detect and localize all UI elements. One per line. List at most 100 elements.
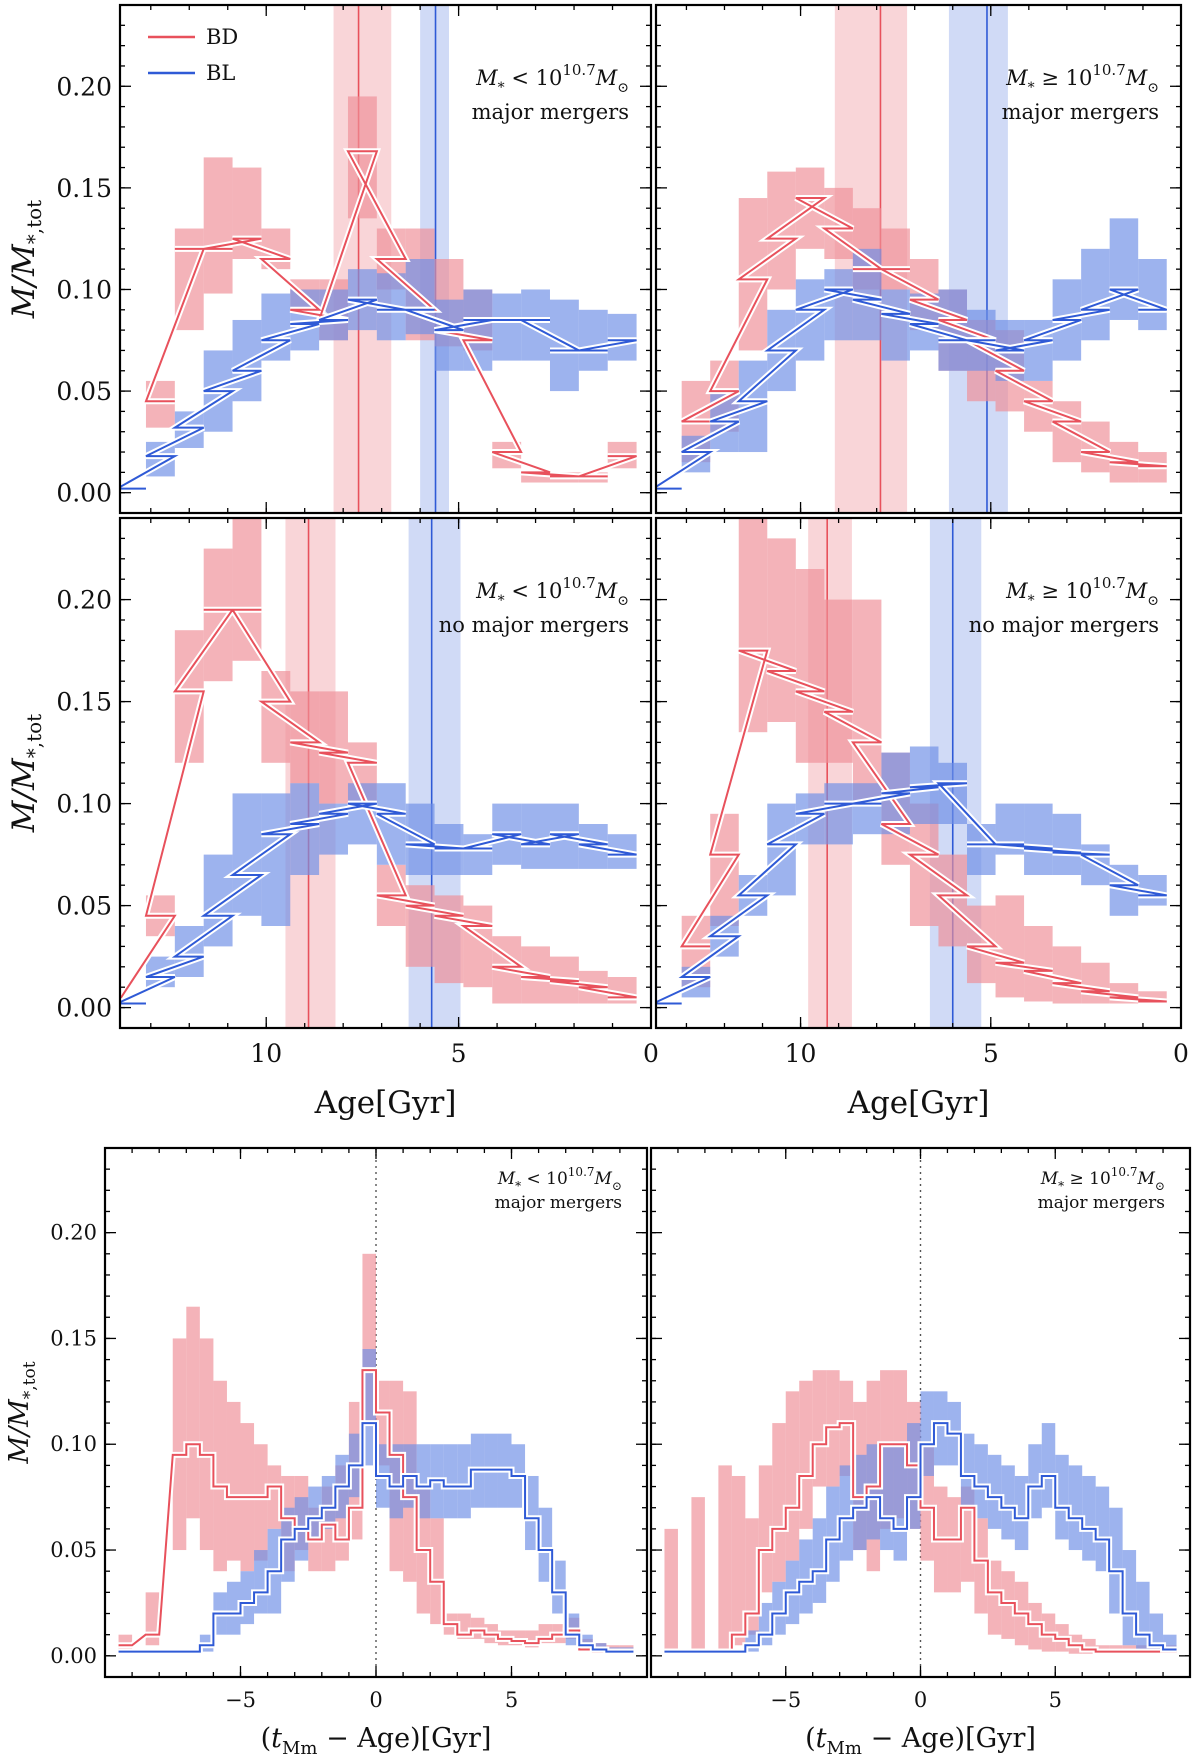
y-tick-label: 0.15 [56, 688, 112, 717]
y-tick-label: 0.05 [50, 1538, 97, 1562]
band-bar-bl [578, 309, 608, 371]
band-bar-bd [172, 1338, 187, 1551]
x-tick-label: 0 [643, 1039, 659, 1068]
band-bar-bl [254, 1550, 268, 1614]
band-bar-bl [389, 1444, 404, 1519]
band-bar-bd [839, 1380, 854, 1476]
y-tick-label: 0.20 [56, 72, 112, 101]
band-bar-bl [933, 1391, 948, 1466]
band-bar-bd [521, 472, 550, 483]
band-bar-bd [186, 1306, 200, 1519]
band-bar-bl [1052, 813, 1082, 875]
band-bar-bl [881, 289, 910, 361]
y-tick-label: 0.10 [56, 275, 112, 304]
x-axis-title: (tMm − Age)[Gyr] [261, 1723, 492, 1759]
band-bar-bl [443, 1444, 458, 1519]
band-bar-bl [1055, 1454, 1069, 1540]
axis-frame [118, 516, 653, 1030]
band-bar-bd [987, 1560, 1002, 1635]
band-bar-bl [853, 1454, 867, 1551]
chart-panel-2: M* ≥ 1010.7M⊙ major mergers [654, 3, 1183, 515]
panels-layer: 0.00 0.05 0.10 0.15 0.20 M/M*,tot M* < 1010.7M… [4, 3, 1192, 1759]
band-bar-bd [795, 569, 825, 763]
plot-area [120, 5, 638, 513]
chart-panel-1: 0.00 0.05 0.10 0.15 0.20 M/M*,tot M* < 1010.7M… [6, 3, 653, 515]
band-bar-bd [974, 1518, 988, 1614]
band-bar-bd [799, 1380, 813, 1529]
y-tick-label: 0.00 [50, 1644, 97, 1668]
chart-panel-4: 10 5 0 Age[Gyr] M* ≥ 1010.7M⊙ no major merger… [654, 516, 1189, 1121]
band-bar-bl [974, 1444, 988, 1519]
step-line-bl [664, 1422, 1177, 1653]
x-tick-label: 5 [1049, 1688, 1062, 1712]
band-bar-bd [226, 1401, 241, 1561]
band-bar-bl [362, 1349, 376, 1466]
y-tick-label: 0.10 [50, 1432, 97, 1456]
plot-area [120, 518, 638, 1028]
y-axis-title: M/M*,tot [6, 714, 46, 833]
annotation-sample: major mergers [495, 1193, 622, 1213]
band-bar-bd [812, 1370, 827, 1487]
band-bar-bl [492, 293, 522, 361]
band-bar-bl [866, 1444, 881, 1540]
band-bar-bl [1082, 1475, 1096, 1561]
band-bar-bd [852, 599, 882, 804]
x-tick-label: 0 [369, 1688, 382, 1712]
band-bar-bd [203, 157, 233, 294]
x-tick-label: 10 [250, 1039, 282, 1068]
band-bar-bd [785, 1391, 800, 1561]
annotation-sample: no major mergers [969, 613, 1159, 637]
band-bar-bl [772, 1581, 786, 1635]
legend: BD BL [148, 25, 238, 85]
step-line-bl [656, 288, 1168, 490]
band-bar-bl [920, 1391, 934, 1476]
axis-frame [118, 3, 653, 515]
band-bar-bl [987, 1454, 1002, 1529]
y-tick-label: 0.20 [56, 586, 112, 615]
y-tick-label: 0.05 [56, 892, 112, 921]
band-bar-bl [261, 793, 291, 926]
step-line-bd [120, 608, 637, 1005]
annotation-mass: M* < 1010.7M⊙ [475, 61, 629, 96]
y-tick-label: 0.10 [56, 790, 112, 819]
step-line-bl [118, 1422, 634, 1653]
x-tick-label: 10 [785, 1039, 817, 1068]
band-bar-bl [321, 1475, 336, 1529]
annotation-sample: major mergers [472, 100, 629, 124]
x-tick-label: −5 [225, 1688, 256, 1712]
band-bar-bd [254, 1444, 268, 1561]
x-tick-label: 5 [451, 1039, 467, 1068]
band-bar-bd [267, 1465, 282, 1529]
x-tick-label: 0 [914, 1688, 927, 1712]
band-bar-bl [1028, 1444, 1042, 1519]
y-axis-title: M/M*,tot [6, 200, 46, 319]
annotation-mass: M* < 1010.7M⊙ [497, 1165, 622, 1193]
x-tick-label: 5 [983, 1039, 999, 1068]
band-bar-bl [538, 1507, 553, 1582]
band-bar-bd [1024, 926, 1053, 1002]
band-bar-bd [767, 538, 796, 722]
band-bar-bl [1068, 1465, 1083, 1551]
legend-bd-label: BD [206, 25, 238, 49]
step-line-bd [118, 1369, 634, 1653]
band-bar-bl [799, 1539, 813, 1614]
band-bar-bl [1095, 1486, 1110, 1572]
band-bar-bl [852, 783, 882, 835]
band-bar-bd [772, 1423, 786, 1582]
band-bar-bl [1024, 803, 1053, 875]
band-bar-bl [457, 1444, 471, 1519]
step-line-bl [120, 298, 637, 490]
band-bar-bd [995, 895, 1025, 998]
y-tick-label: 0.20 [50, 1221, 97, 1245]
plot-area [118, 1148, 634, 1677]
annotation-sample: major mergers [1038, 1193, 1165, 1213]
band-bar-bl [824, 269, 853, 341]
chart-panel-6: −5 0 5 (tMm − Age)[Gyr] M* ≥ 1010.7M⊙major m… [649, 1146, 1192, 1759]
band-bar-bl [960, 1433, 975, 1508]
band-bar-bl [1081, 248, 1110, 341]
x-tick-label: 0 [1173, 1039, 1189, 1068]
annotation-sample: major mergers [1002, 100, 1159, 124]
band-bar-bl [1041, 1423, 1056, 1508]
step-line-bd [144, 150, 637, 478]
